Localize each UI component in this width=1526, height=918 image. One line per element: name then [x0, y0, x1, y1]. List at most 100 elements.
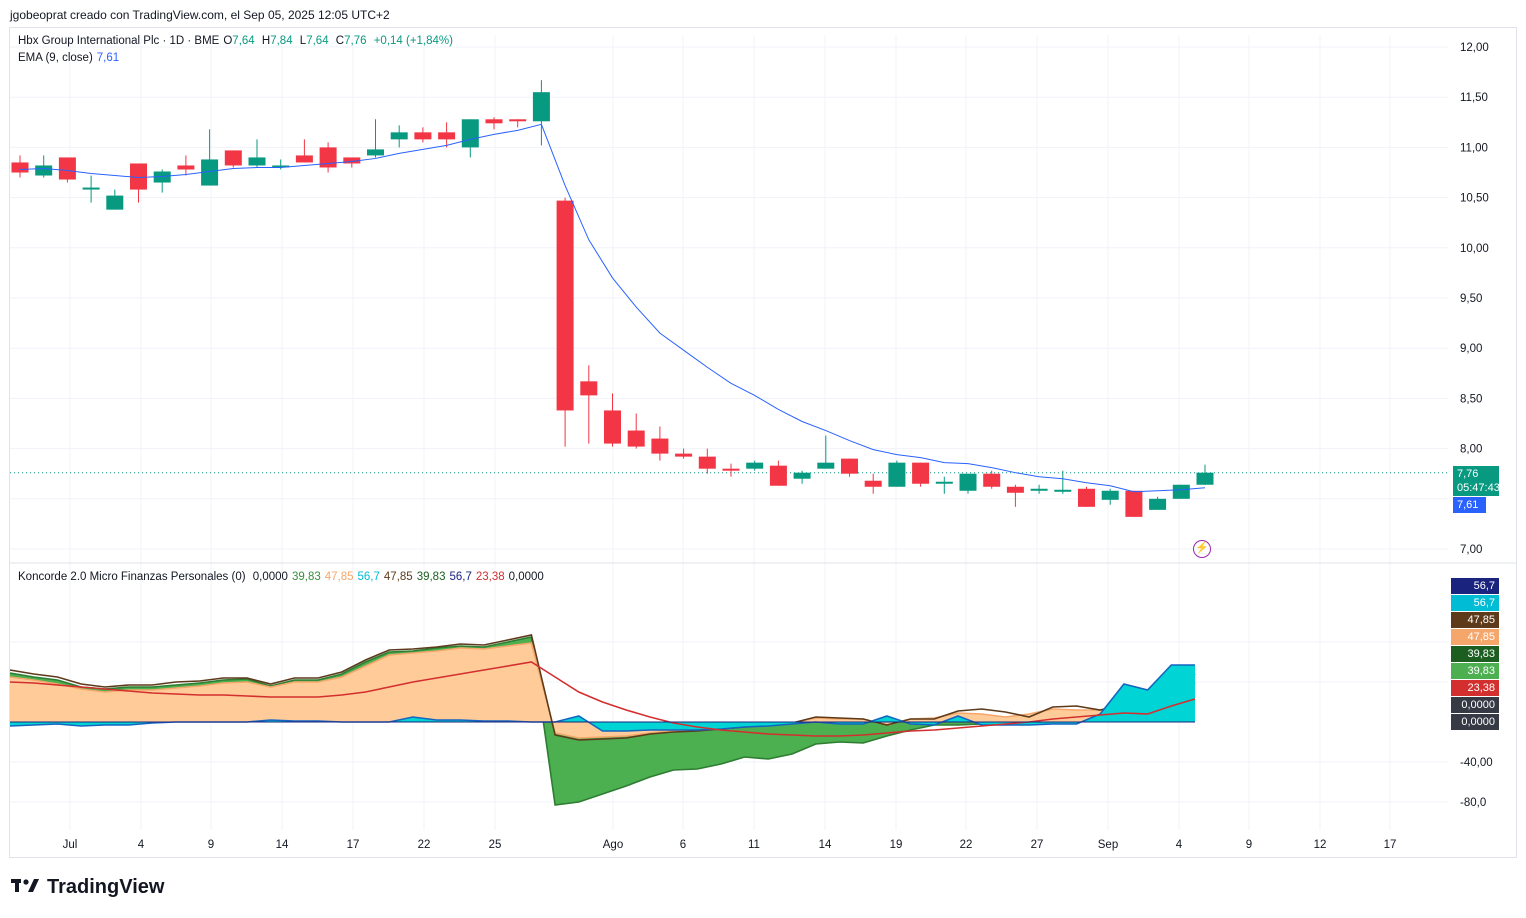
time-axis-label: 17	[1384, 839, 1397, 851]
candle-up	[272, 165, 290, 168]
time-axis-label: 6	[680, 839, 686, 851]
last-price-tag: 7,76 05:47:43	[1453, 466, 1500, 496]
time-axis-label: 27	[1031, 839, 1044, 851]
candle-down	[295, 155, 313, 163]
indicator-value-tag: 56,7	[1451, 595, 1499, 611]
time-axis-label: 14	[819, 839, 832, 851]
price-axis-label: 12,00	[1460, 42, 1489, 54]
candle-down	[319, 147, 337, 168]
indicator-legend-value: 47,85	[324, 571, 354, 583]
indicator-legend: Koncorde 2.0 Micro Finanzas Personales (…	[18, 571, 548, 583]
ema-legend: EMA (9, close) 7,61	[18, 52, 123, 64]
candle-up	[746, 462, 764, 469]
price-axis-label: 11,50	[1460, 92, 1488, 104]
candle-down	[485, 119, 503, 124]
candle-up	[935, 481, 953, 484]
time-axis-label: 9	[208, 839, 214, 851]
price-axis-label: 8,50	[1460, 393, 1482, 405]
candle-up	[461, 119, 479, 148]
candle-down	[58, 157, 76, 180]
candle-down	[509, 119, 527, 122]
high-value: 7,84	[270, 35, 293, 47]
candle-down	[651, 438, 669, 454]
indicator-value-tag: 56,7	[1451, 578, 1499, 594]
low-label: L	[299, 35, 307, 47]
candle-up	[367, 149, 384, 156]
indicator-value-tag: 39,83	[1451, 663, 1499, 679]
time-axis-label: 22	[418, 839, 431, 851]
time-axis-label: 14	[276, 839, 289, 851]
indicator-legend-value: 56,7	[357, 571, 380, 583]
candle-up	[1030, 488, 1048, 491]
indicator-value-tag: 39,83	[1451, 646, 1499, 662]
chart-frame	[9, 27, 1517, 858]
price-axis-label: 9,50	[1460, 293, 1482, 305]
last-price-value: 7,76	[1457, 468, 1479, 480]
indicator-name[interactable]: Koncorde 2.0 Micro Finanzas Personales (…	[18, 571, 246, 583]
candle-down	[912, 462, 930, 484]
candle-up	[201, 159, 219, 186]
price-axis-label: 10,00	[1460, 243, 1489, 255]
indicator-axis-label: -40,00	[1460, 757, 1493, 769]
indicator-legend-value: 56,7	[449, 571, 472, 583]
candle-down	[722, 468, 740, 471]
indicator-legend-value: 39,83	[291, 571, 321, 583]
price-axis-label: 7,00	[1460, 544, 1482, 556]
indicator-legend-value: 47,85	[383, 571, 413, 583]
candle-up	[1054, 489, 1072, 492]
price-axis-label: 11,00	[1460, 142, 1488, 154]
time-axis-label: Jul	[63, 839, 78, 851]
candle-down	[864, 480, 882, 487]
indicator-legend-value: 23,38	[475, 571, 505, 583]
candle-down	[1125, 490, 1143, 517]
candle-down	[438, 132, 456, 140]
indicator-legend-value: 0,0000	[252, 571, 288, 583]
tradingview-brand-text: TradingView	[47, 876, 165, 898]
ema-label[interactable]: EMA (9, close)	[18, 52, 93, 64]
candle-down	[414, 132, 432, 140]
candle-up	[390, 132, 408, 140]
time-axis-label: Sep	[1098, 839, 1118, 851]
orange-area-outline	[9, 642, 1196, 739]
indicator-legend-value: 0,0000	[508, 571, 544, 583]
candle-down	[1078, 488, 1095, 507]
candle-up	[1172, 484, 1190, 499]
time-axis-label: 11	[748, 839, 760, 851]
open-label: O	[223, 35, 233, 47]
ema-price-tag: 7,61	[1453, 497, 1486, 513]
candle-down	[698, 456, 716, 469]
candle-up	[793, 472, 811, 479]
candle-up	[888, 462, 906, 487]
ema-line	[19, 123, 1206, 493]
symbol-label[interactable]: Hbx Group International Plc · 1D · BME	[18, 35, 220, 47]
candle-up	[153, 171, 171, 183]
indicator-legend-value: 39,83	[416, 571, 446, 583]
close-label: C	[335, 35, 345, 47]
candle-down	[224, 150, 242, 166]
candle-up	[1196, 472, 1214, 485]
low-value: 7,64	[306, 35, 329, 47]
indicator-value-tag: 0,0000	[1451, 714, 1499, 730]
time-axis-label: 19	[890, 839, 903, 851]
ema-value: 7,61	[96, 52, 120, 64]
brown-line	[9, 634, 1196, 741]
change-value: +0,14 (+1,84%)	[373, 35, 453, 47]
indicator-value-tag: 23,38	[1451, 680, 1499, 696]
candle-down	[675, 453, 693, 457]
open-value: 7,64	[232, 35, 255, 47]
time-axis-label: Ago	[603, 839, 623, 851]
candle-down	[580, 381, 598, 396]
tradingview-logo[interactable]: TradingView	[11, 876, 164, 899]
candle-up	[1101, 490, 1119, 500]
price-axis-label: 8,00	[1460, 444, 1482, 456]
close-value: 7,76	[344, 35, 367, 47]
orange-area	[10, 643, 1195, 738]
candle-up	[817, 462, 835, 469]
tradingview-logo-icon	[11, 876, 41, 899]
price-legend: Hbx Group International Plc · 1D · BME O7…	[18, 35, 457, 47]
lightning-icon[interactable]: ⚡	[1193, 540, 1211, 558]
price-axis-label: 10,50	[1460, 193, 1489, 205]
indicator-value-tag: 47,85	[1451, 629, 1499, 645]
candle-up	[248, 157, 266, 166]
